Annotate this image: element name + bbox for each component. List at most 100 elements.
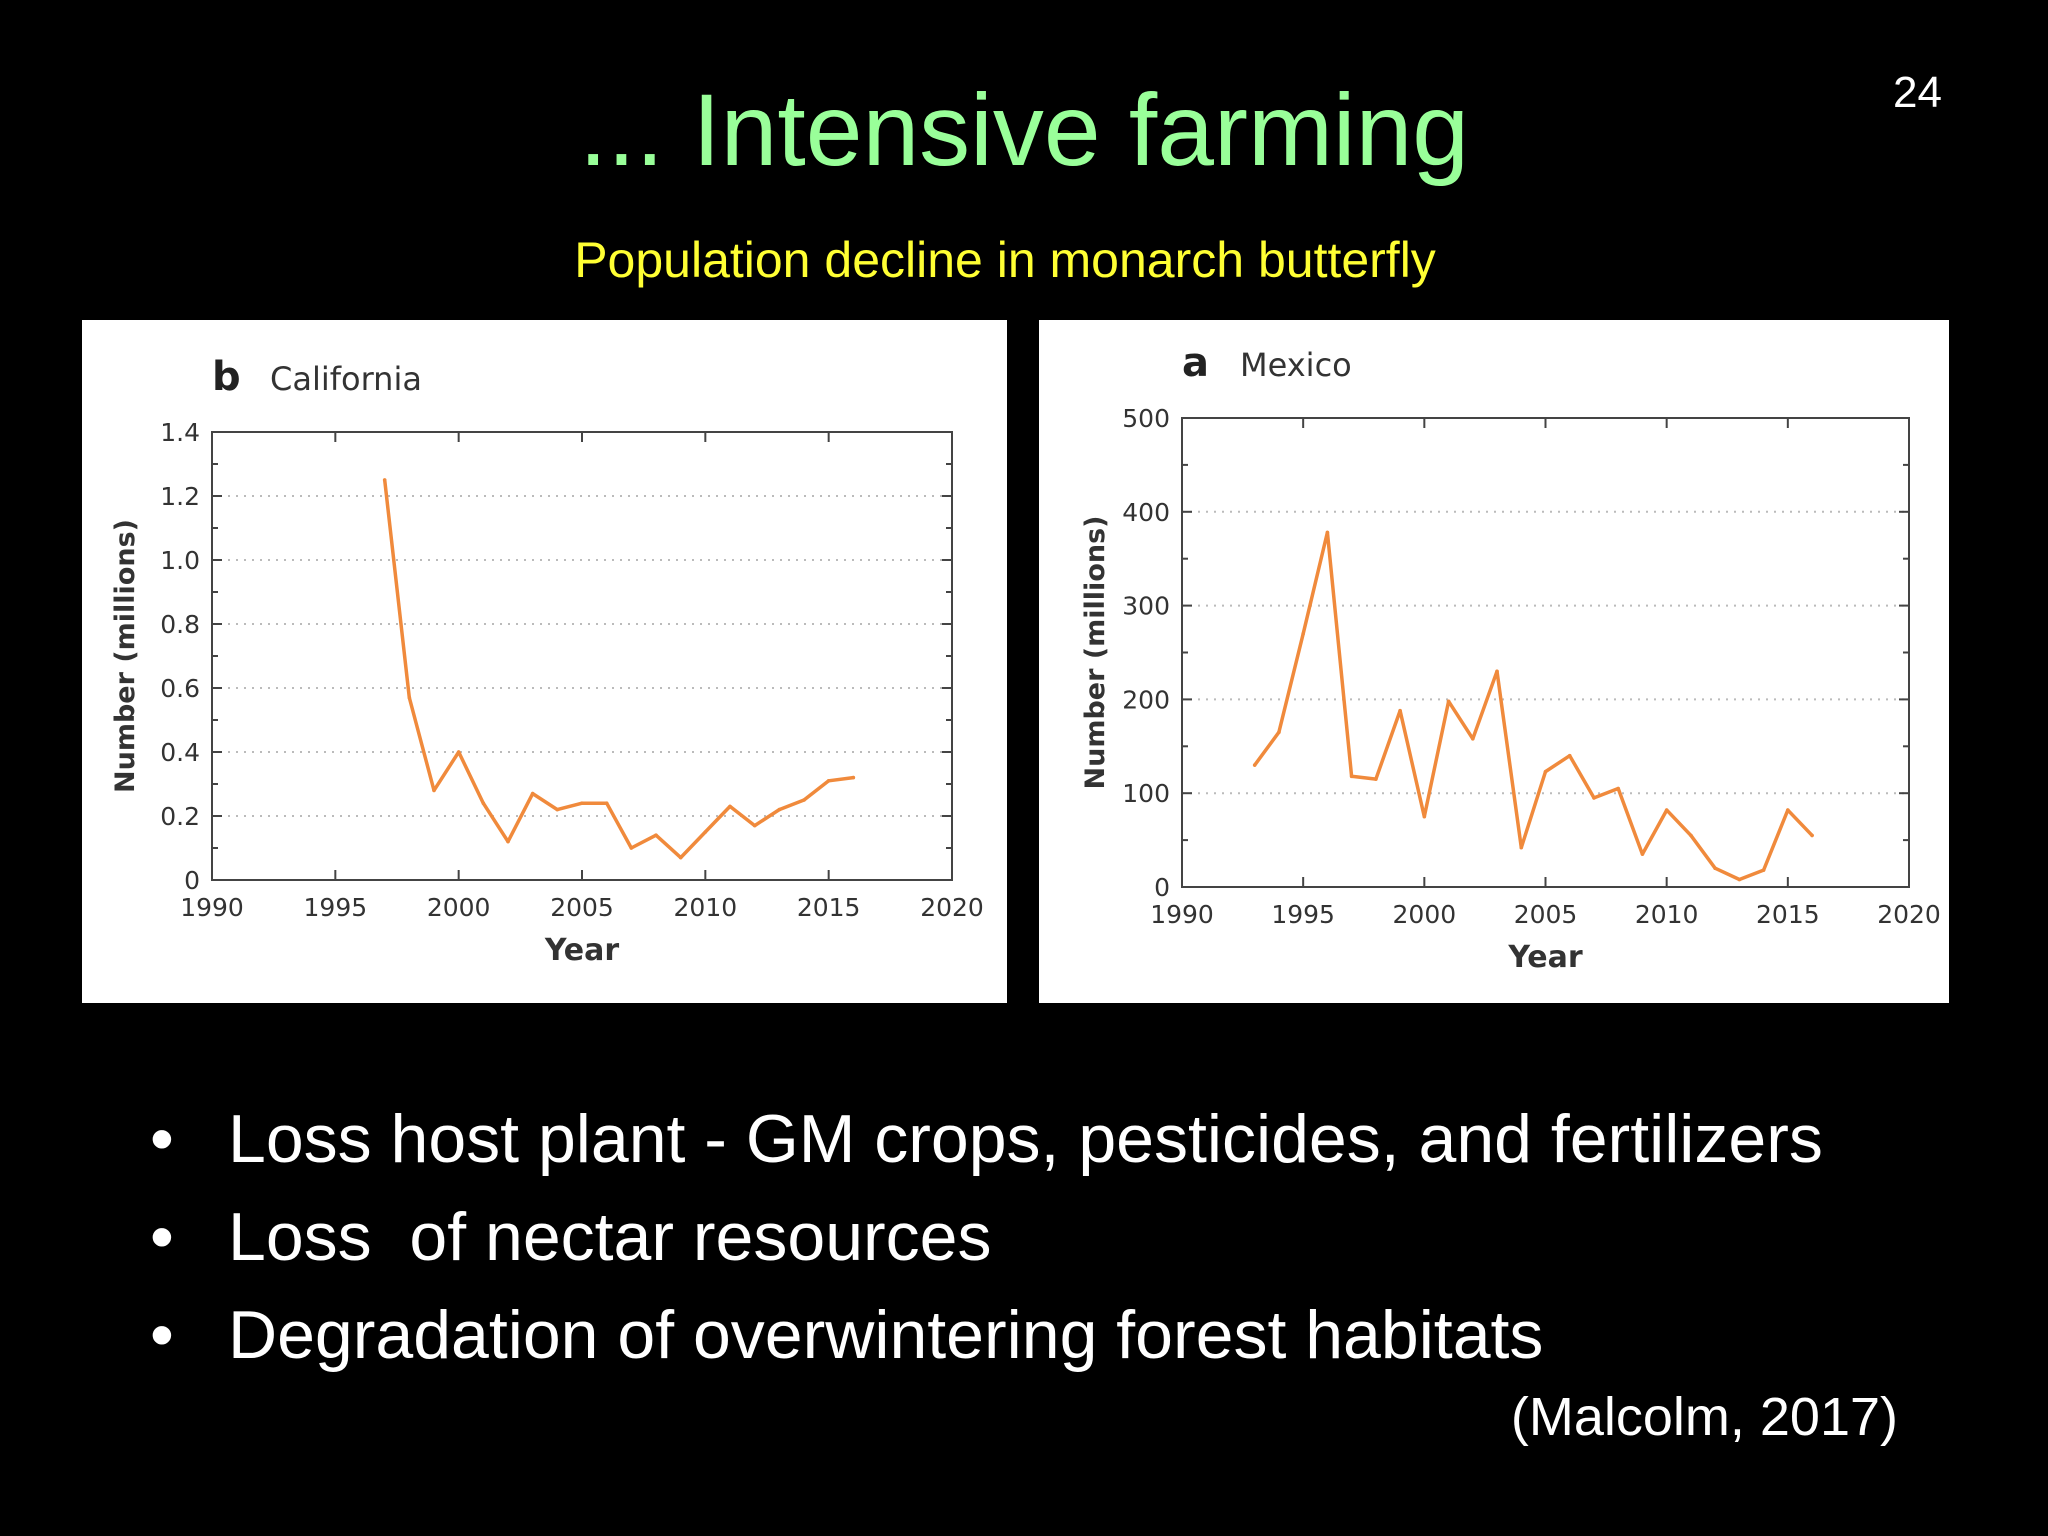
series-line — [1252, 530, 1814, 882]
data-point — [1471, 736, 1475, 741]
data-point — [1495, 669, 1499, 674]
data-point — [456, 750, 461, 754]
chart-panel-california: b California 0 0.2 0.4 0.6 0.8 1.0 1.2 1.4 1990 199… — [82, 320, 1007, 1003]
data-point — [654, 833, 658, 837]
data-point — [1252, 763, 1257, 767]
y-tick-label: 0.6 — [160, 674, 200, 703]
bullet-marker: • — [150, 1101, 174, 1177]
data-point — [1325, 530, 1330, 535]
y-tick-label: 0 — [184, 866, 200, 895]
chart-panel-mexico: a Mexico 0 100 200 300 400 500 1990 1995 2000 2005 2… — [1039, 320, 1949, 1003]
y-tick-label: 300 — [1122, 592, 1170, 621]
citation: (Malcolm, 2017) — [1510, 1387, 1898, 1447]
x-tick-label: 2015 — [1756, 900, 1820, 929]
bullet-list: • Loss host plant - GM crops, pesticides… — [150, 1090, 1823, 1384]
data-point — [382, 478, 387, 482]
y-tick-label: 0.8 — [160, 610, 200, 639]
data-point — [1640, 852, 1645, 856]
data-point — [1713, 866, 1717, 871]
data-point — [851, 775, 856, 780]
data-point — [481, 801, 486, 805]
slide-subtitle: Population decline in monarch butterfly — [574, 232, 1436, 288]
plot-frame — [1181, 417, 1910, 888]
data-point — [1567, 753, 1572, 758]
data-point — [777, 807, 782, 812]
data-point — [1277, 730, 1281, 735]
bullet-text: Loss of nectar resources — [228, 1199, 992, 1275]
x-axis-label: Year — [544, 933, 620, 968]
x-tick-label: 2020 — [920, 893, 984, 922]
data-point — [1301, 631, 1305, 636]
bullet-text: Loss host plant - GM crops, pesticides, … — [228, 1101, 1823, 1177]
y-tick-label: 1.4 — [160, 418, 200, 447]
panel-letter: a — [1182, 340, 1209, 386]
series-line — [382, 478, 856, 860]
y-axis-label: Number (millions) — [1080, 516, 1111, 790]
x-tick-label: 2015 — [797, 893, 861, 922]
y-axis-label: Number (millions) — [110, 519, 141, 793]
data-point — [1422, 814, 1427, 819]
data-point — [1398, 708, 1402, 713]
bullet-item: • Loss host plant - GM crops, pesticides… — [150, 1090, 1823, 1188]
data-point — [432, 788, 436, 793]
y-tick-label: 0.2 — [160, 802, 200, 831]
x-tick-label: 2010 — [674, 893, 738, 922]
chart-title: Mexico — [1240, 346, 1352, 384]
data-point — [752, 823, 757, 828]
data-point — [1349, 774, 1354, 779]
data-point — [1374, 777, 1378, 781]
x-tick-label: 2005 — [1514, 900, 1578, 929]
x-axis-label: Year — [1507, 940, 1583, 975]
y-tick-label: 400 — [1122, 498, 1170, 527]
x-tick-label: 2000 — [427, 893, 491, 922]
y-tick-label: 1.2 — [160, 482, 200, 511]
data-point — [802, 798, 806, 802]
data-point — [678, 855, 683, 860]
chart-title: California — [270, 360, 422, 398]
y-tick-label: 0.4 — [160, 738, 200, 767]
data-point — [826, 779, 831, 783]
data-point — [1786, 808, 1790, 812]
y-tick-label: 100 — [1122, 779, 1170, 808]
data-point — [1664, 808, 1669, 812]
x-tick-label: 1990 — [1150, 900, 1214, 929]
chart-california: b California 0 0.2 0.4 0.6 0.8 1.0 1.2 1.4 1990 199… — [110, 354, 984, 968]
data-point — [580, 801, 584, 805]
x-tick-label: 1995 — [304, 893, 368, 922]
bullet-marker: • — [150, 1297, 174, 1373]
data-point — [1689, 833, 1693, 838]
data-point — [1810, 833, 1814, 838]
bullet-text: Degradation of overwintering forest habi… — [228, 1297, 1544, 1373]
y-tick-label: 0 — [1154, 873, 1170, 902]
data-point — [555, 807, 560, 812]
bullet-item: • Loss of nectar resources — [150, 1188, 1823, 1286]
data-point — [1446, 699, 1451, 704]
data-point — [1543, 769, 1548, 774]
x-tick-label: 2000 — [1393, 900, 1457, 929]
x-tick-label: 2005 — [550, 893, 614, 922]
data-point — [1592, 796, 1596, 800]
y-tick-label: 200 — [1122, 685, 1170, 714]
data-point — [629, 846, 634, 850]
data-point — [1737, 877, 1742, 882]
data-point — [1761, 868, 1766, 872]
plot-frame — [211, 431, 953, 881]
panel-letter: b — [212, 354, 241, 400]
y-tick-label: 500 — [1122, 404, 1170, 433]
data-point — [1519, 845, 1524, 850]
data-point — [703, 830, 708, 834]
x-tick-label: 2010 — [1635, 900, 1699, 929]
x-tick-label: 1995 — [1271, 900, 1335, 929]
data-point — [530, 791, 535, 796]
data-point — [1616, 786, 1620, 791]
chart-mexico: a Mexico 0 100 200 300 400 500 1990 1995 2000 2005 2… — [1080, 340, 1941, 975]
x-tick-label: 2020 — [1877, 900, 1941, 929]
bullet-item: • Degradation of overwintering forest ha… — [150, 1286, 1823, 1384]
slide-title: ... Intensive farming — [578, 73, 1470, 187]
slide-number: 24 — [1893, 68, 1942, 117]
bullet-marker: • — [150, 1199, 174, 1275]
y-tick-label: 1.0 — [160, 546, 200, 575]
data-point — [506, 839, 510, 844]
data-point — [728, 804, 732, 809]
data-point — [604, 801, 609, 805]
